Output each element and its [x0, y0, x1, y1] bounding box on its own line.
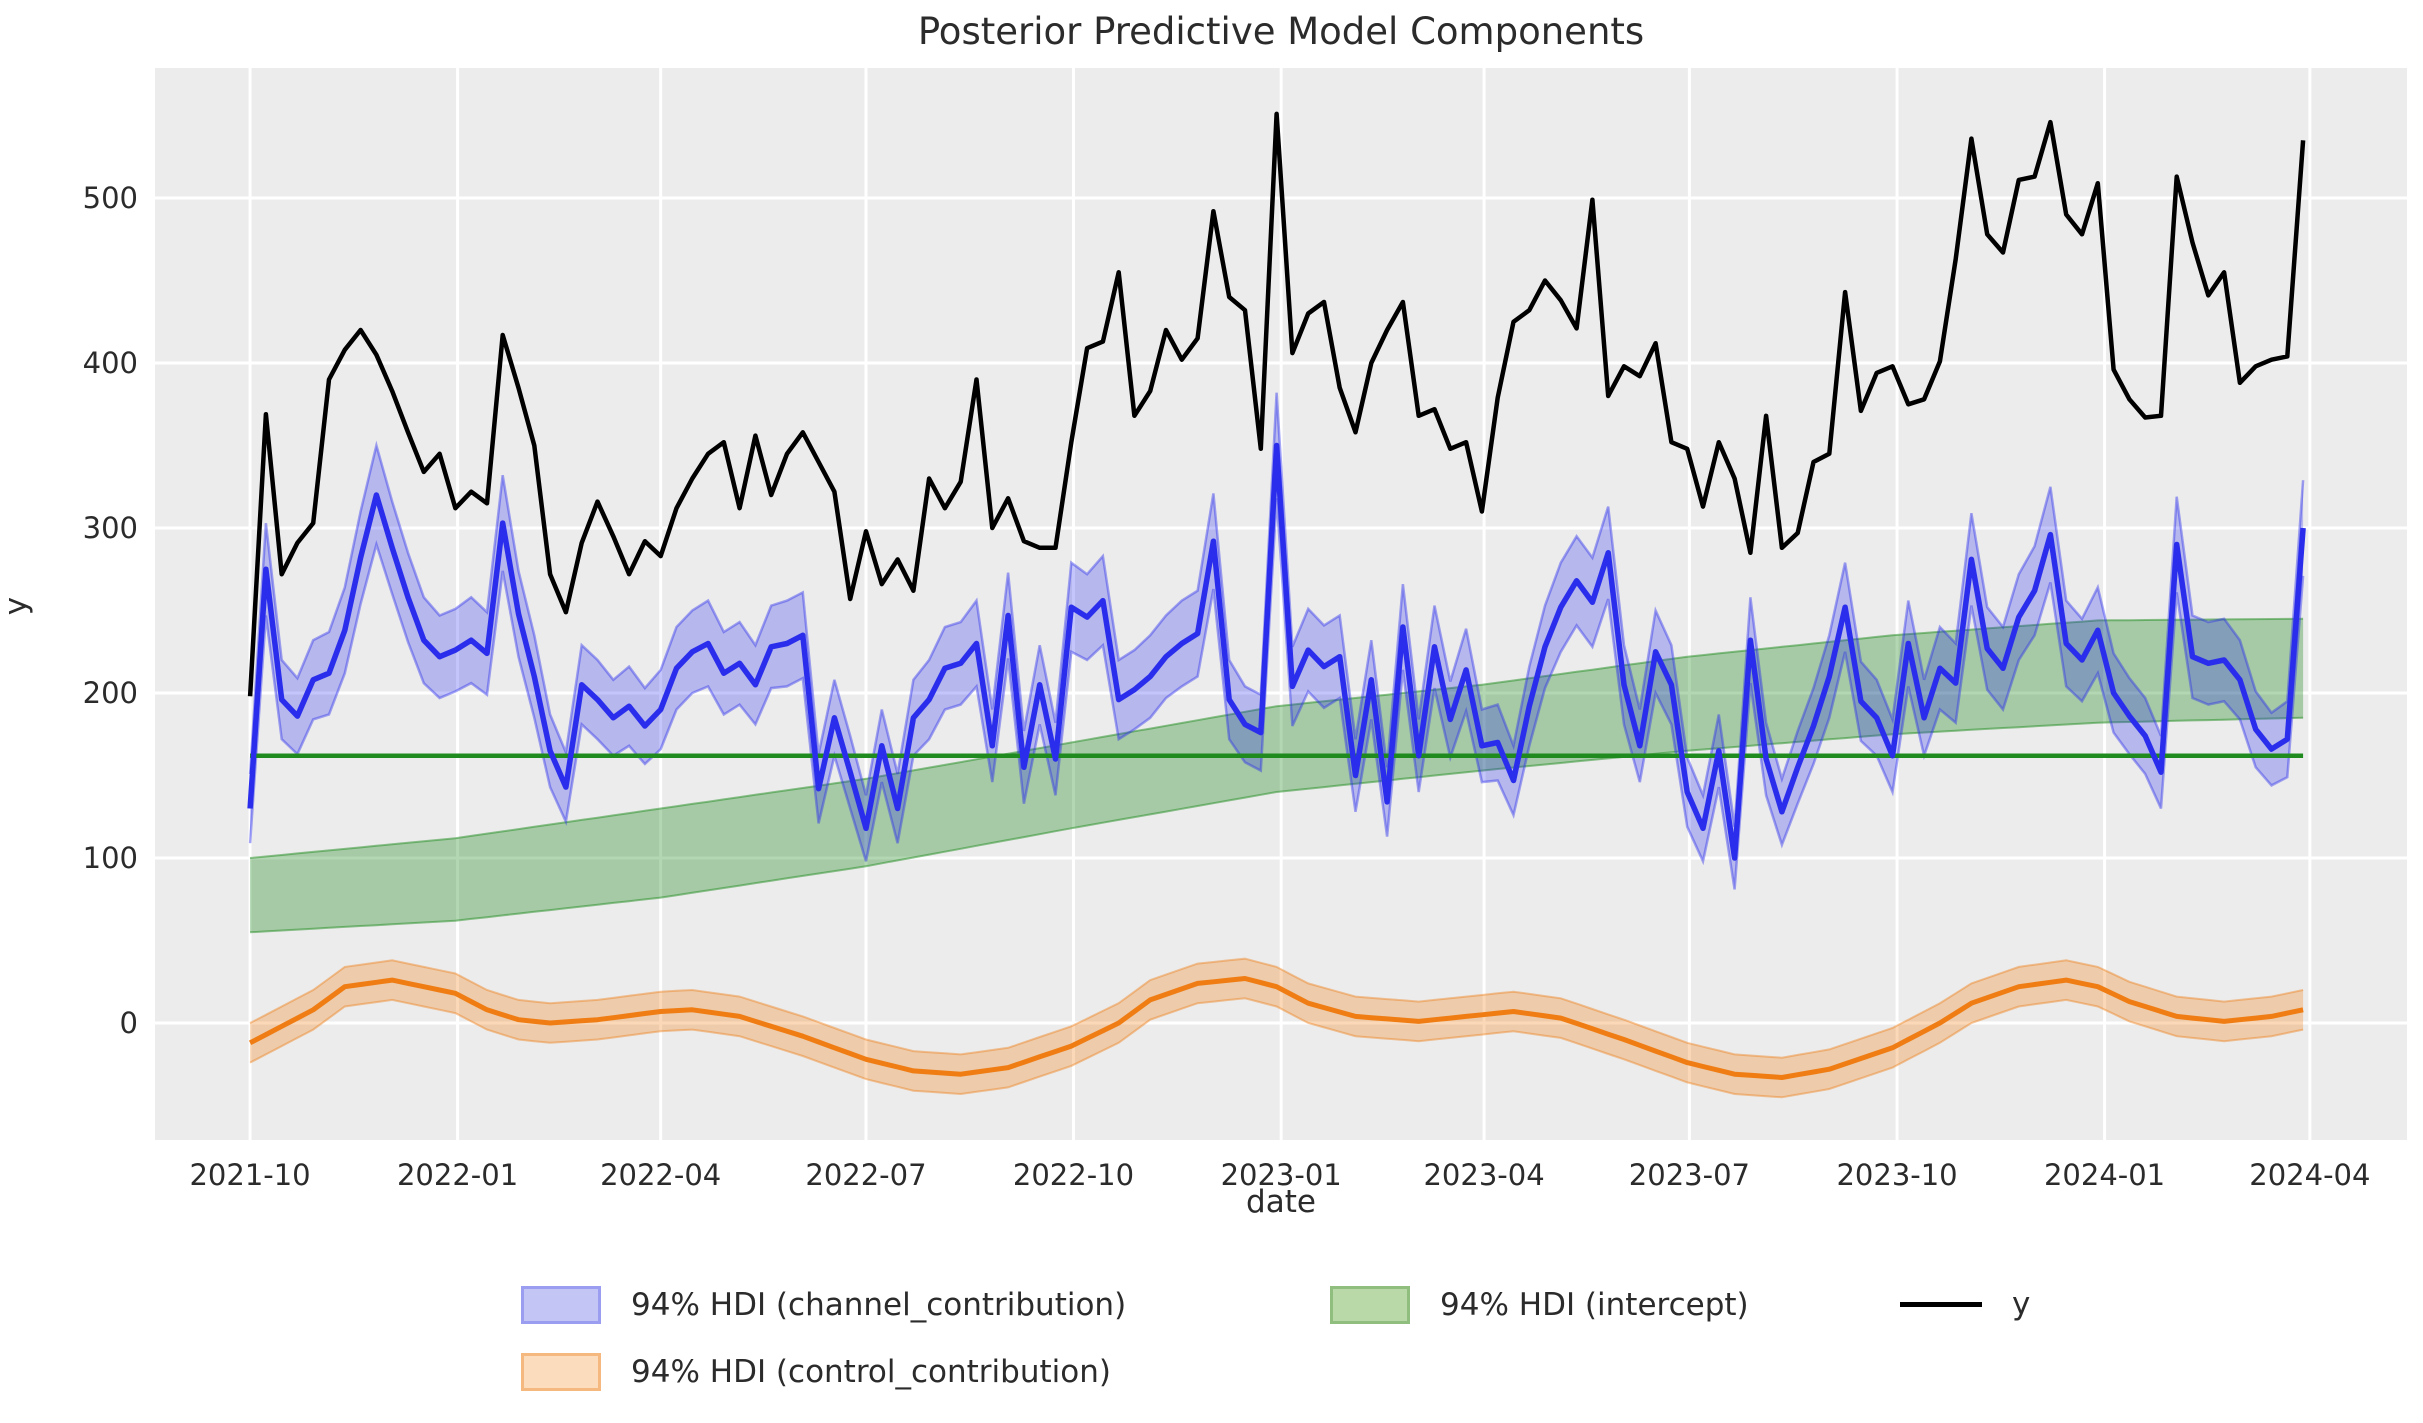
legend-label-y: y	[2012, 1286, 2031, 1322]
y-tick-label: 300	[82, 511, 138, 546]
control-hdi-edge	[249, 997, 2304, 1099]
legend-label-control: 94% HDI (control_contribution)	[631, 1354, 1111, 1390]
control-hdi-swatch	[521, 1353, 601, 1391]
x-tick-label: 2023-10	[1836, 1158, 1958, 1192]
y-observed-line	[247, 111, 2306, 697]
legend-label-channel: 94% HDI (channel_contribution)	[631, 1287, 1127, 1323]
control-hdi-band	[250, 958, 2304, 1098]
channel-hdi-band	[250, 392, 2304, 890]
y-tick-label: 400	[82, 346, 138, 381]
legend-label-intercept: 94% HDI (intercept)	[1440, 1287, 1749, 1323]
x-tick-label: 2022-01	[396, 1158, 519, 1192]
x-tick-label: 2024-01	[2043, 1158, 2166, 1192]
y-tick-label: 500	[82, 181, 138, 216]
y-line-swatch	[1900, 1301, 1982, 1307]
control-hdi-edge	[249, 957, 2304, 1059]
chart-title: Posterior Predictive Model Components	[917, 10, 1645, 53]
y-tick-label: 200	[82, 676, 138, 711]
x-tick-label: 2023-01	[1220, 1158, 1342, 1192]
y-tick-label: 100	[82, 841, 138, 876]
x-tick-label: 2023-07	[1628, 1158, 1750, 1192]
x-axis-label: date	[1246, 1184, 1316, 1220]
x-tick-label: 2024-04	[2249, 1158, 2371, 1192]
channel-mean-line	[247, 442, 2306, 861]
x-tick-label: 2023-04	[1423, 1158, 1545, 1192]
legend-item-intercept: 94% HDI (intercept)	[1330, 1286, 1749, 1324]
x-tick-label: 2022-10	[1012, 1158, 1135, 1192]
channel-hdi-edge	[248, 392, 2305, 827]
legend-item-control: 94% HDI (control_contribution)	[521, 1353, 1111, 1391]
channel-hdi-edge	[248, 498, 2305, 890]
channel-hdi-swatch	[521, 1286, 601, 1324]
intercept-hdi-swatch	[1330, 1286, 1410, 1324]
x-tick-label: 2022-07	[805, 1158, 927, 1192]
intercept-hdi-band	[250, 618, 2304, 933]
legend-item-y: y	[1900, 1286, 2030, 1322]
y-tick-label: 0	[119, 1006, 138, 1040]
legend-item-channel: 94% HDI (channel_contribution)	[521, 1286, 1126, 1324]
intercept-hdi-edge	[250, 716, 2304, 934]
x-tick-label: 2021-10	[189, 1158, 311, 1192]
x-tick-label: 2022-04	[600, 1158, 722, 1192]
y-axis-label: y	[0, 596, 34, 616]
control-mean-line	[248, 976, 2304, 1080]
